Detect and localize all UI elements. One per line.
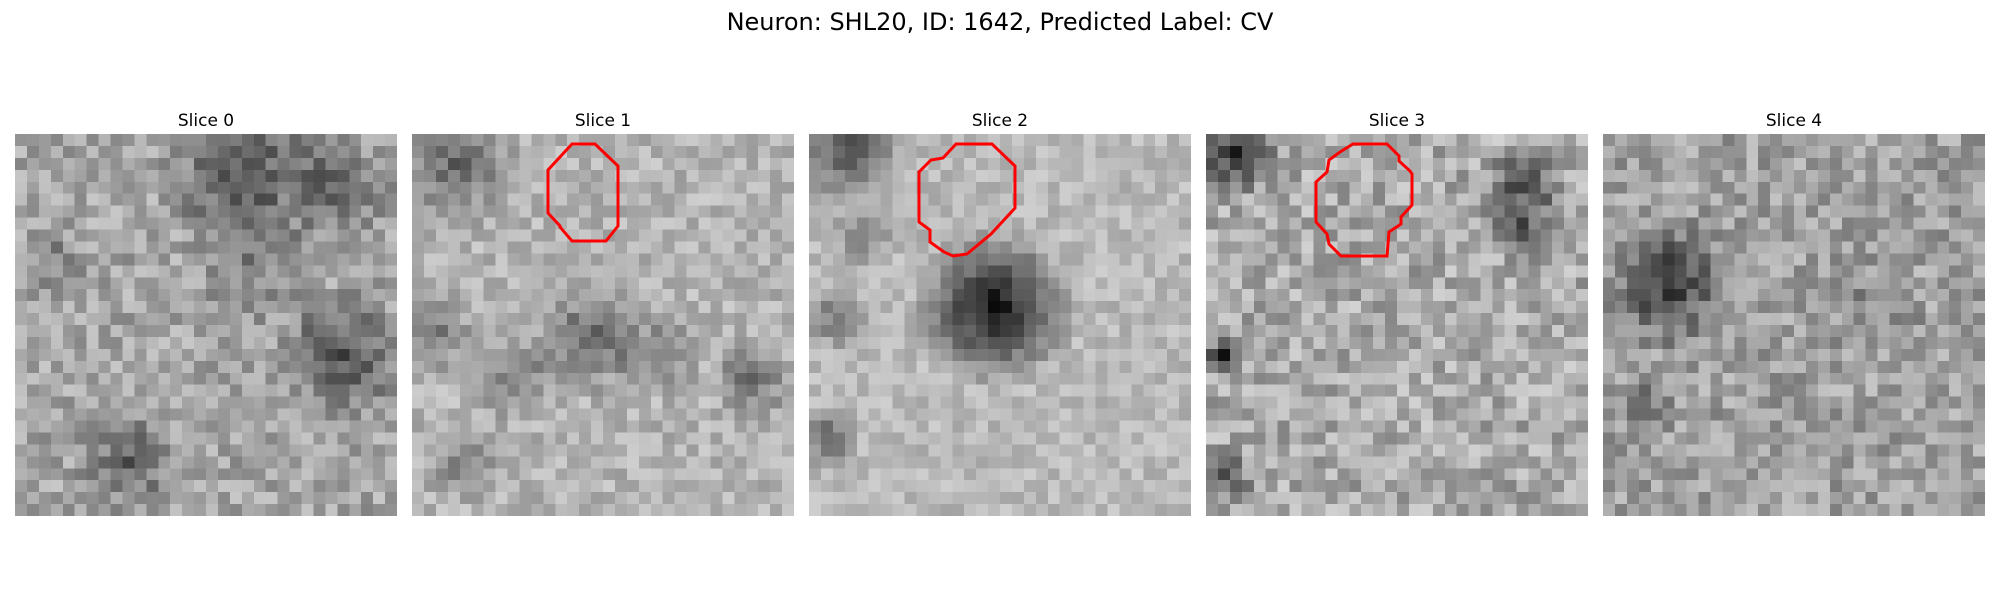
slice-title: Slice 2 [971, 111, 1029, 131]
slice-image-canvas [1206, 134, 1588, 516]
slice-image-4 [1603, 134, 1985, 516]
slice-image-canvas [15, 134, 397, 516]
slice-image-canvas [1603, 134, 1985, 516]
slice-image-canvas [809, 134, 1191, 516]
slice-title: Slice 4 [1765, 111, 1823, 131]
slice-image-0 [15, 134, 397, 516]
slice-panel-1: Slice 1 [412, 108, 794, 516]
slice-panel-0: Slice 0 [15, 108, 397, 516]
slice-image-canvas [412, 134, 794, 516]
slice-title: Slice 0 [177, 111, 235, 131]
slice-title: Slice 1 [574, 111, 632, 131]
figure-title: Neuron: SHL20, ID: 1642, Predicted Label… [726, 8, 1274, 36]
slice-image-3 [1206, 134, 1588, 516]
slice-panel-4: Slice 4 [1603, 108, 1985, 516]
slice-title: Slice 3 [1368, 111, 1426, 131]
slice-image-1 [412, 134, 794, 516]
slice-image-2 [809, 134, 1191, 516]
slice-panel-2: Slice 2 [809, 108, 1191, 516]
slice-panel-3: Slice 3 [1206, 108, 1588, 516]
